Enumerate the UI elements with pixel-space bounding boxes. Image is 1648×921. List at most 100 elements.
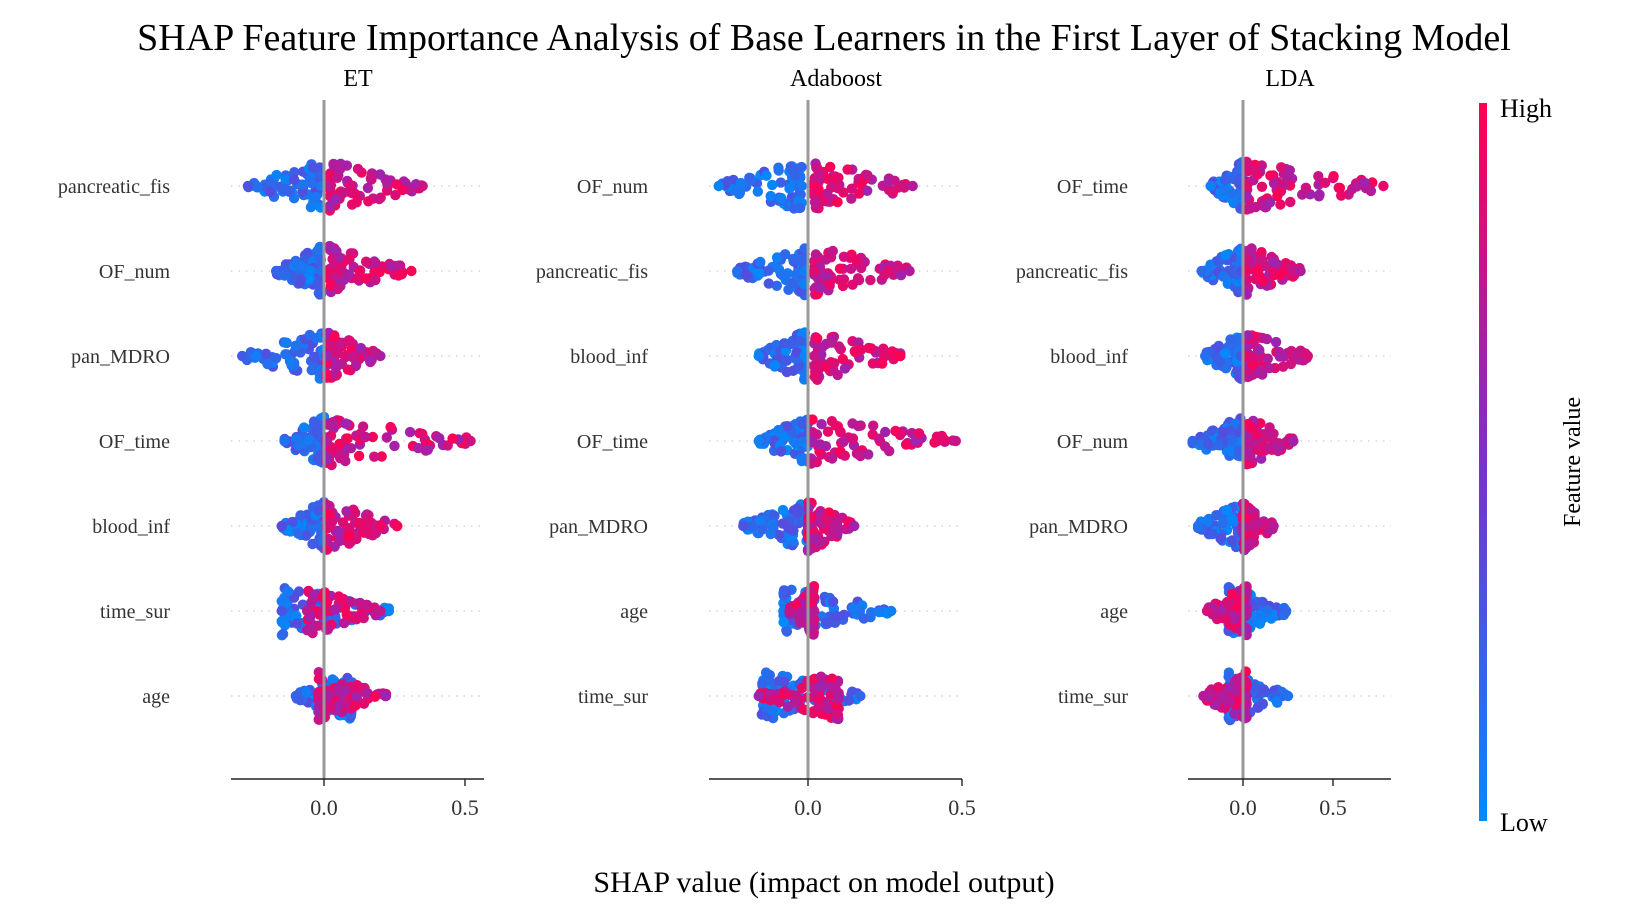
shap-point (360, 256, 372, 267)
shap-point (306, 364, 317, 376)
shap-point (339, 617, 350, 629)
feature-label: age (1100, 601, 1128, 623)
shap-point (1230, 686, 1241, 697)
shap-point (765, 190, 776, 202)
shap-point (832, 708, 843, 720)
shap-point (313, 690, 324, 702)
shap-point (1287, 264, 1299, 275)
shap-point (341, 609, 352, 620)
shap-point (811, 359, 823, 370)
shap-point (886, 605, 897, 617)
shap-point (929, 437, 940, 448)
shap-point (1275, 199, 1286, 210)
shap-point (812, 333, 823, 344)
shap-point (251, 350, 262, 362)
shap-point (335, 453, 346, 464)
shap-point (356, 608, 367, 619)
shap-point (369, 451, 380, 462)
shap-point (1225, 445, 1236, 457)
shap-point (1218, 427, 1229, 438)
shap-point (303, 274, 315, 285)
shap-point (847, 418, 858, 429)
shap-point (810, 249, 822, 260)
x-tick-label: 0.0 (794, 795, 822, 820)
shap-point (895, 270, 907, 281)
shap-point (328, 443, 339, 454)
shap-point (852, 345, 863, 356)
shap-point (332, 283, 343, 295)
shap-point (744, 172, 755, 183)
shap-point (863, 449, 874, 460)
shap-point (385, 260, 396, 272)
shap-point (312, 620, 324, 631)
shap-point (1214, 187, 1226, 198)
shap-point (1285, 196, 1296, 208)
panels: ETpancreatic_fisOF_numpan_MDROOF_timeblo… (58, 66, 1391, 820)
shap-point (913, 428, 925, 439)
x-tick-label: 0.5 (451, 795, 479, 820)
shap-point (774, 696, 785, 708)
shap-point (1242, 274, 1253, 285)
feature-label: time_sur (1058, 686, 1128, 708)
shap-point (846, 193, 857, 204)
shap-point (341, 160, 353, 171)
shap-point (740, 269, 752, 280)
shap-point (796, 453, 807, 464)
shap-point (1254, 344, 1265, 356)
shap-point (794, 607, 806, 618)
shap-point (1281, 605, 1292, 617)
shap-point (784, 605, 795, 617)
shap-point (865, 607, 877, 618)
shap-point (237, 350, 248, 362)
shap-point (1207, 528, 1218, 540)
shap-point (365, 354, 376, 366)
shap-point (779, 338, 790, 349)
shap-point (827, 245, 838, 257)
shap-point (413, 442, 424, 454)
shap-point (815, 671, 827, 682)
feature-label: time_sur (100, 601, 170, 623)
shap-point (1222, 596, 1233, 608)
shap-point (1295, 265, 1306, 277)
shap-point (1252, 429, 1263, 441)
shap-point (838, 609, 850, 620)
shap-point (823, 703, 834, 714)
shap-point (863, 342, 874, 354)
panel-points (1187, 156, 1389, 726)
shap-point (301, 605, 313, 617)
shap-point (305, 265, 316, 276)
shap-point (1242, 165, 1254, 177)
shap-point (291, 610, 302, 622)
shap-point (370, 274, 381, 286)
shap-point (313, 714, 324, 725)
shap-point (354, 517, 365, 529)
shap-point (260, 348, 272, 359)
feature-label: OF_num (99, 261, 171, 283)
shap-point (1246, 520, 1258, 532)
shap-point (765, 528, 776, 540)
feature-label: OF_num (1057, 431, 1129, 453)
shap-point (324, 180, 335, 192)
shap-point (1300, 182, 1312, 193)
shap-point (360, 431, 371, 443)
shap-point (341, 506, 352, 517)
shap-point (777, 504, 789, 516)
shap-point (316, 674, 328, 685)
feature-label: age (142, 686, 170, 708)
shap-point (297, 186, 308, 198)
shap-point (838, 436, 849, 447)
shap-point (380, 690, 392, 702)
shap-point (1206, 425, 1218, 437)
shap-point (276, 596, 287, 607)
shap-point (298, 422, 310, 433)
shap-point (878, 343, 889, 354)
shap-point (1215, 533, 1226, 544)
shap-point (307, 162, 319, 173)
shap-point (1264, 362, 1275, 374)
shap-point (333, 536, 345, 547)
shap-point (874, 606, 885, 618)
shap-point (755, 256, 766, 268)
shap-point (825, 681, 836, 693)
shap-point (776, 192, 787, 204)
shap-point (396, 269, 407, 280)
